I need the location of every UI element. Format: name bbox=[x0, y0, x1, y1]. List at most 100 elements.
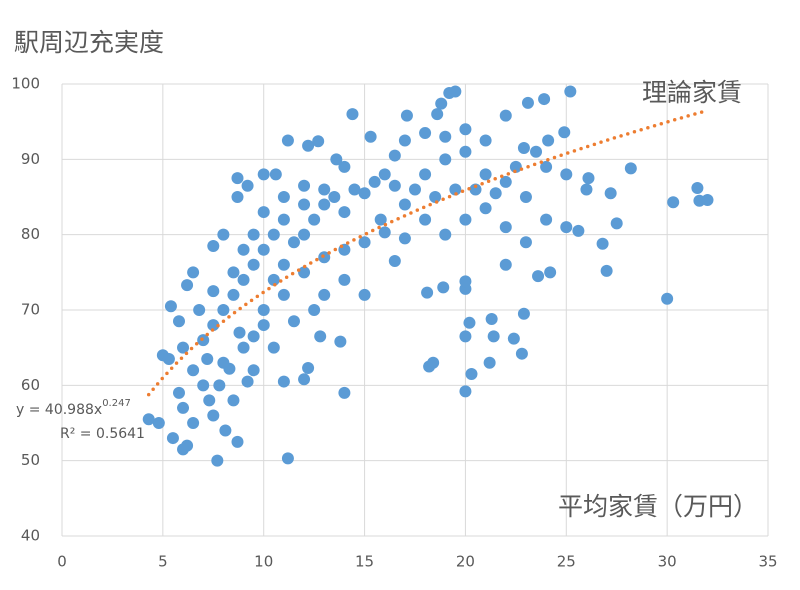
point bbox=[572, 224, 585, 237]
point bbox=[479, 134, 492, 147]
point bbox=[499, 221, 512, 234]
y-tick-label: 40 bbox=[21, 527, 40, 545]
point bbox=[388, 179, 401, 192]
point bbox=[439, 153, 452, 166]
point bbox=[532, 270, 545, 283]
point bbox=[596, 237, 609, 250]
point bbox=[409, 183, 421, 196]
point bbox=[231, 172, 244, 185]
point bbox=[219, 424, 232, 437]
point bbox=[368, 175, 381, 188]
point bbox=[544, 266, 557, 279]
point bbox=[237, 243, 250, 256]
point bbox=[142, 413, 155, 426]
point bbox=[211, 454, 224, 467]
point bbox=[314, 330, 327, 343]
point bbox=[267, 341, 280, 354]
point bbox=[302, 139, 315, 152]
y-tick-label: 90 bbox=[21, 150, 40, 168]
point bbox=[487, 330, 500, 343]
point bbox=[540, 213, 553, 226]
point bbox=[431, 108, 444, 121]
point bbox=[463, 316, 476, 329]
point bbox=[237, 341, 250, 354]
point bbox=[227, 288, 240, 301]
point bbox=[521, 96, 534, 109]
point bbox=[247, 228, 260, 241]
point bbox=[197, 379, 210, 392]
point bbox=[281, 134, 294, 147]
point bbox=[600, 264, 613, 277]
point bbox=[257, 319, 270, 332]
point bbox=[302, 362, 315, 375]
point bbox=[227, 394, 240, 407]
point bbox=[419, 213, 432, 226]
point bbox=[247, 258, 260, 271]
point bbox=[459, 213, 472, 226]
point bbox=[231, 435, 244, 448]
point bbox=[241, 375, 254, 388]
point bbox=[419, 126, 432, 139]
point bbox=[378, 168, 391, 181]
point bbox=[421, 286, 434, 299]
point bbox=[172, 315, 185, 328]
point bbox=[388, 149, 401, 162]
point bbox=[509, 160, 522, 173]
point bbox=[166, 432, 179, 445]
point bbox=[298, 228, 311, 241]
point bbox=[277, 375, 290, 388]
point bbox=[459, 145, 472, 158]
point bbox=[257, 304, 270, 316]
x-tick-label: 30 bbox=[658, 553, 677, 571]
point bbox=[419, 168, 432, 181]
point bbox=[338, 206, 351, 219]
point bbox=[334, 335, 347, 348]
x-tick-label: 25 bbox=[557, 553, 576, 571]
point bbox=[267, 273, 280, 286]
point bbox=[582, 172, 595, 185]
point bbox=[257, 206, 270, 219]
point bbox=[330, 153, 343, 166]
y-tick-label: 100 bbox=[11, 75, 40, 93]
point bbox=[247, 364, 260, 377]
point bbox=[207, 239, 220, 252]
x-tick-label: 35 bbox=[758, 553, 777, 571]
point bbox=[207, 319, 220, 332]
point bbox=[469, 183, 482, 196]
point bbox=[499, 258, 512, 271]
point bbox=[560, 221, 573, 234]
point bbox=[604, 187, 617, 200]
point bbox=[564, 85, 577, 98]
point bbox=[298, 266, 311, 279]
x-axis-title: 平均家賃（万円） bbox=[558, 492, 758, 521]
point bbox=[540, 160, 553, 173]
point bbox=[257, 243, 270, 256]
point bbox=[287, 236, 300, 249]
x-tick-label: 0 bbox=[57, 553, 67, 571]
point bbox=[308, 213, 321, 226]
point bbox=[400, 109, 413, 122]
point bbox=[187, 266, 200, 279]
point bbox=[507, 332, 520, 345]
point bbox=[338, 386, 351, 399]
point bbox=[298, 179, 311, 192]
point bbox=[152, 417, 165, 429]
y-tick-label: 70 bbox=[21, 301, 40, 319]
r-squared: R² = 0.5641 bbox=[60, 426, 145, 442]
point bbox=[449, 183, 462, 196]
point bbox=[247, 330, 260, 343]
point bbox=[277, 213, 290, 226]
point bbox=[217, 356, 230, 369]
point bbox=[358, 288, 371, 301]
point bbox=[164, 300, 177, 313]
point bbox=[517, 142, 530, 155]
point bbox=[277, 288, 290, 301]
point bbox=[237, 273, 250, 286]
y-tick-label: 60 bbox=[21, 376, 40, 394]
point bbox=[459, 275, 472, 288]
point bbox=[298, 198, 311, 211]
x-tick-label: 10 bbox=[254, 553, 273, 571]
point bbox=[298, 373, 311, 386]
point bbox=[193, 304, 206, 316]
point bbox=[701, 194, 714, 207]
